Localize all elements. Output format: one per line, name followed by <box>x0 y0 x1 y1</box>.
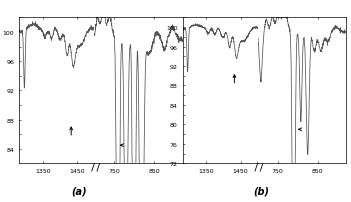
Text: (a): (a) <box>71 186 87 196</box>
Text: (b): (b) <box>253 186 270 196</box>
